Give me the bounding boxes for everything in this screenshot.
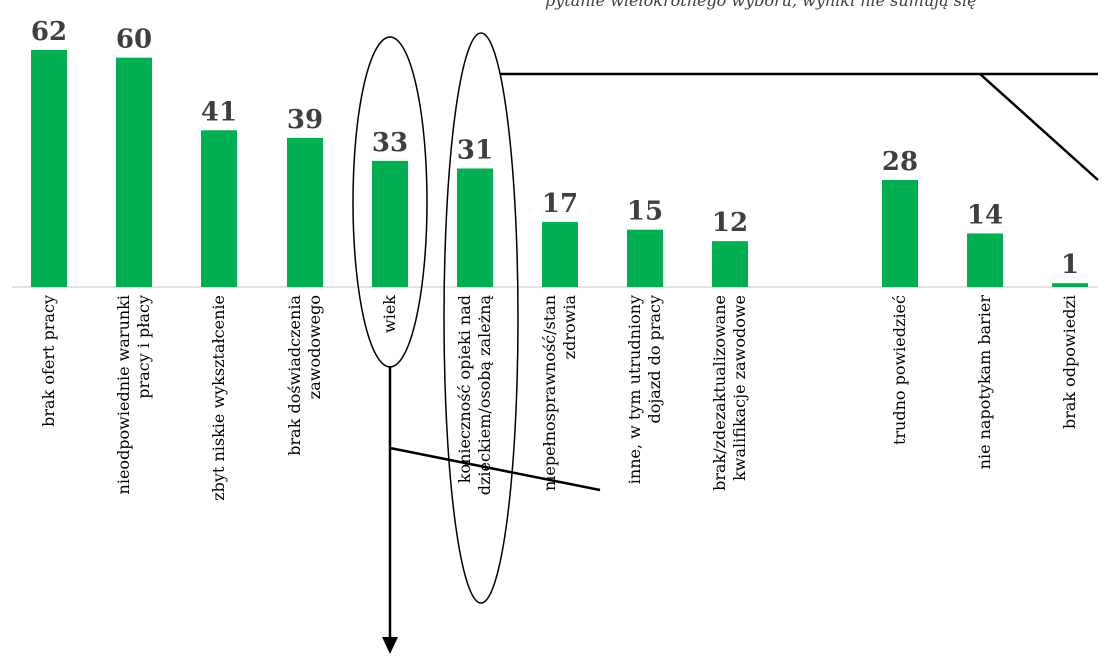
bar [31, 50, 67, 287]
data-label: 31 [457, 136, 493, 166]
data-label: 12 [712, 208, 748, 238]
category-label: inne, w tym utrudniony dojazd do pracy [625, 295, 664, 484]
category-label: trudno powiedzieć [890, 295, 909, 445]
bar [712, 241, 748, 287]
category-label-line: brak ofert pracy [39, 295, 58, 427]
callout-line [979, 73, 1099, 181]
category-label: brak/zdezaktualizowane kwalifikacje zawod… [710, 295, 749, 491]
annotation-layer [352, 32, 1099, 654]
category-label: brak doświadczenia zawodowego [285, 295, 324, 456]
category-label: brak odpowiedzi [1060, 295, 1079, 429]
category-label-line: zdrowia [560, 295, 579, 360]
category-label-line: brak odpowiedzi [1060, 295, 1079, 429]
category-label-line: kwalifikacje zawodowe [730, 295, 749, 481]
data-label: 62 [31, 17, 67, 47]
category-label: wiek [380, 295, 399, 333]
category-label-line: dzieckiem/osobą zależną [475, 295, 494, 496]
bar [287, 137, 323, 287]
category-label-line: konieczność opieki nad [455, 295, 474, 483]
bar [542, 222, 578, 287]
top-note: pytanie wielokrotnego wyboru, wyniki nie… [545, 0, 977, 10]
data-label: 39 [287, 105, 323, 135]
bars-layer: 62 brak ofert pracy 60 nieodpowiednie warun… [31, 17, 1088, 501]
arrow-down-icon [382, 637, 398, 654]
bar [1052, 283, 1088, 287]
bar [967, 233, 1003, 287]
category-label-line: niepełnosprawność/stan [540, 295, 559, 491]
category-label: niepełnosprawność/stan zdrowia [540, 295, 579, 492]
data-label: 15 [627, 197, 663, 227]
category-label-line: brak doświadczenia [285, 295, 304, 456]
bar [457, 168, 493, 287]
data-label: 28 [882, 147, 918, 177]
data-label: 41 [201, 97, 237, 127]
category-label: brak ofert pracy [39, 295, 58, 427]
category-label-line: wiek [380, 295, 399, 333]
data-label: 1 [1061, 250, 1079, 280]
bar [201, 130, 237, 287]
category-label: nie napotykam barier [975, 295, 994, 470]
category-label-line: dojazd do pracy [645, 295, 664, 424]
category-label-line: brak/zdezaktualizowane [710, 295, 729, 491]
data-label: 14 [967, 200, 1003, 230]
category-label-line: inne, w tym utrudniony [625, 295, 644, 484]
bar [882, 179, 918, 287]
highlight-ellipse [443, 32, 519, 604]
category-label: zbyt niskie wykształcenie [209, 295, 228, 501]
data-label: 60 [116, 25, 152, 55]
bar [627, 229, 663, 287]
category-label: konieczność opieki nad dzieckiem/osobą za… [455, 295, 494, 496]
category-label-line: nieodpowiednie warunki [114, 295, 133, 494]
category-label: nieodpowiednie warunki pracy i płacy [114, 295, 153, 494]
category-label-line: trudno powiedzieć [890, 295, 909, 445]
bar [372, 160, 408, 287]
bar [116, 57, 152, 288]
callout-line [389, 446, 601, 492]
category-label-line: pracy i płacy [134, 295, 153, 399]
category-label-line: zbyt niskie wykształcenie [209, 295, 228, 501]
category-label-line: zawodowego [305, 295, 324, 399]
category-label-line: nie napotykam barier [975, 295, 994, 470]
data-label: 17 [542, 189, 578, 219]
data-label: 33 [372, 128, 408, 158]
